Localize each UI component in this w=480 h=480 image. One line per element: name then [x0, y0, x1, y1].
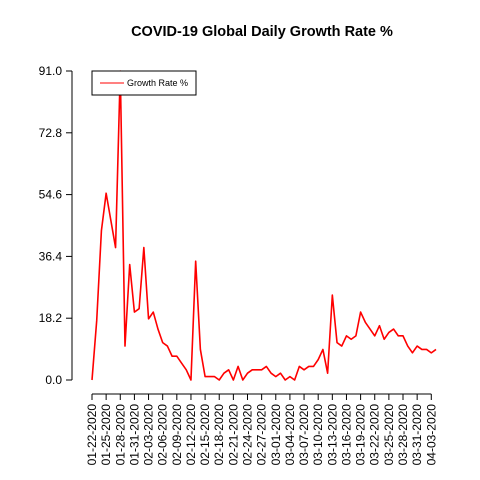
x-tick-label: 03-10-2020: [311, 404, 325, 466]
x-tick-label: 03-22-2020: [368, 404, 382, 466]
x-tick-label: 03-31-2020: [410, 404, 424, 466]
x-tick-label: 02-09-2020: [170, 404, 184, 466]
chart-title: COVID-19 Global Daily Growth Rate %: [131, 24, 393, 40]
x-tick-label: 03-04-2020: [283, 404, 297, 466]
x-axis: 01-22-2020 01-25-2020 01-28-2020 01-31-2020…: [85, 393, 438, 466]
legend-label: Growth Rate %: [127, 78, 188, 88]
y-tick-label: 54.6: [39, 188, 63, 202]
x-tick-label: 02-12-2020: [184, 404, 198, 466]
x-tick-label: 03-25-2020: [382, 404, 396, 466]
y-axis: 0.0 18.2 36.4 54.6 72.8 91.0: [39, 64, 73, 387]
x-tick-label: 01-31-2020: [127, 404, 141, 466]
y-tick-label: 36.4: [39, 249, 63, 263]
x-tick-label: 03-13-2020: [325, 404, 339, 466]
y-tick-label: 91.0: [39, 64, 63, 78]
x-tick-label: 03-16-2020: [339, 404, 353, 466]
x-tick-label: 03-28-2020: [396, 404, 410, 466]
x-tick-label: 02-27-2020: [255, 404, 269, 466]
y-tick-label: 0.0: [45, 373, 62, 387]
series-line-growth-rate: [91, 70, 437, 381]
x-tick-label: 02-24-2020: [241, 404, 255, 466]
legend: Growth Rate %: [91, 70, 197, 96]
x-tick-label: 02-03-2020: [142, 404, 156, 466]
x-tick-label: 01-25-2020: [99, 404, 113, 466]
x-tick-label: 02-06-2020: [156, 404, 170, 466]
x-tick-label: 04-03-2020: [424, 404, 438, 466]
x-tick-label: 02-15-2020: [198, 404, 212, 466]
y-tick-label: 18.2: [39, 311, 63, 325]
x-tick-label: 02-21-2020: [226, 404, 240, 466]
y-tick-label: 72.8: [39, 126, 63, 140]
x-tick-label: 01-22-2020: [85, 404, 99, 466]
x-tick-label: 03-19-2020: [354, 404, 368, 466]
x-tick-label: 03-01-2020: [269, 404, 283, 466]
x-tick-label: 01-28-2020: [113, 404, 127, 466]
series-layer: [91, 70, 437, 381]
x-tick-label: 02-18-2020: [212, 404, 226, 466]
x-tick-label: 03-07-2020: [297, 404, 311, 466]
